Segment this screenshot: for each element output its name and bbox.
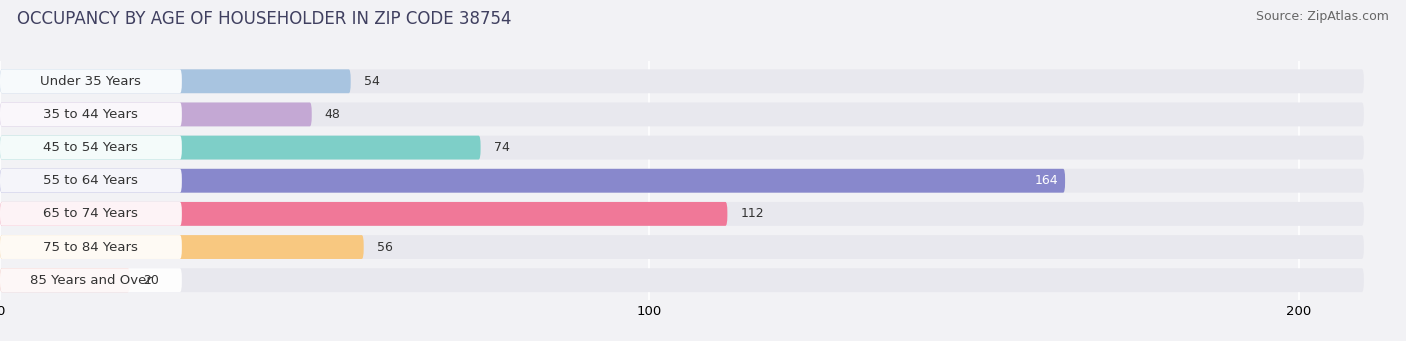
FancyBboxPatch shape [0,136,481,160]
Text: 75 to 84 Years: 75 to 84 Years [44,240,138,254]
FancyBboxPatch shape [0,169,181,193]
Text: 20: 20 [143,274,159,287]
FancyBboxPatch shape [0,202,1364,226]
Text: 56: 56 [377,240,392,254]
FancyBboxPatch shape [0,235,1364,259]
Text: 164: 164 [1035,174,1059,187]
FancyBboxPatch shape [0,235,364,259]
Text: 85 Years and Over: 85 Years and Over [30,274,152,287]
Text: 45 to 54 Years: 45 to 54 Years [44,141,138,154]
Text: Under 35 Years: Under 35 Years [41,75,142,88]
FancyBboxPatch shape [0,103,1364,127]
FancyBboxPatch shape [0,268,1364,292]
Text: OCCUPANCY BY AGE OF HOUSEHOLDER IN ZIP CODE 38754: OCCUPANCY BY AGE OF HOUSEHOLDER IN ZIP C… [17,10,512,28]
FancyBboxPatch shape [0,69,181,93]
FancyBboxPatch shape [0,169,1364,193]
Text: 48: 48 [325,108,340,121]
Text: 54: 54 [364,75,380,88]
FancyBboxPatch shape [0,268,181,292]
FancyBboxPatch shape [0,235,181,259]
FancyBboxPatch shape [0,103,181,127]
Text: 35 to 44 Years: 35 to 44 Years [44,108,138,121]
FancyBboxPatch shape [0,103,312,127]
FancyBboxPatch shape [0,169,1066,193]
Text: 65 to 74 Years: 65 to 74 Years [44,207,138,220]
FancyBboxPatch shape [0,69,350,93]
FancyBboxPatch shape [0,268,129,292]
Text: Source: ZipAtlas.com: Source: ZipAtlas.com [1256,10,1389,23]
Text: 74: 74 [494,141,509,154]
FancyBboxPatch shape [0,202,181,226]
Text: 55 to 64 Years: 55 to 64 Years [44,174,138,187]
FancyBboxPatch shape [0,202,727,226]
FancyBboxPatch shape [0,136,181,160]
FancyBboxPatch shape [0,69,1364,93]
Text: 112: 112 [741,207,763,220]
FancyBboxPatch shape [0,136,1364,160]
